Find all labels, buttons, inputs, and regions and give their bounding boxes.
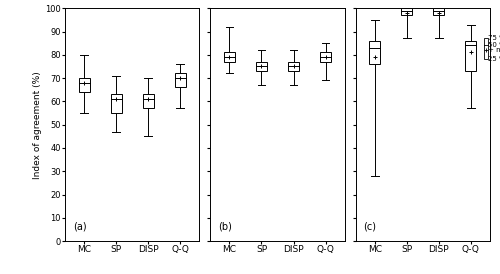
Y-axis label: Index of agreement (%): Index of agreement (%) <box>34 71 42 179</box>
Bar <box>433 8 444 15</box>
Bar <box>484 39 488 59</box>
Text: 25 %: 25 % <box>488 56 500 62</box>
Text: (c): (c) <box>364 222 376 232</box>
Bar <box>78 78 90 92</box>
Text: (b): (b) <box>218 222 232 232</box>
Bar <box>288 62 299 71</box>
Bar <box>174 73 186 87</box>
Text: 75 %: 75 % <box>488 36 500 41</box>
Bar <box>256 62 267 71</box>
Bar <box>465 41 476 71</box>
Bar <box>401 8 412 15</box>
Text: (a): (a) <box>73 222 86 232</box>
Text: + mean: + mean <box>488 47 500 53</box>
Bar <box>369 41 380 64</box>
Bar <box>320 53 331 62</box>
Bar <box>224 53 235 62</box>
Bar <box>110 94 122 113</box>
Bar <box>142 95 154 109</box>
Text: 50 %: 50 % <box>488 42 500 48</box>
